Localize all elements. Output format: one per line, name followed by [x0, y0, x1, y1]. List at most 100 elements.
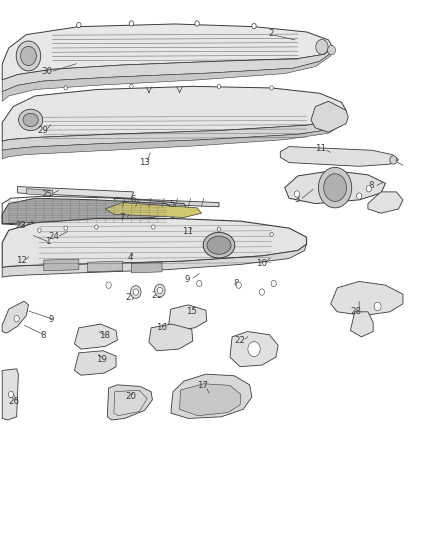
Text: 16: 16: [155, 323, 167, 332]
Circle shape: [133, 289, 138, 295]
PathPatch shape: [280, 147, 399, 166]
Text: 9: 9: [49, 315, 54, 324]
PathPatch shape: [2, 301, 28, 333]
PathPatch shape: [18, 187, 134, 198]
Circle shape: [318, 167, 352, 208]
Circle shape: [374, 302, 381, 311]
Text: 25: 25: [42, 190, 53, 198]
Circle shape: [316, 39, 328, 54]
PathPatch shape: [368, 192, 403, 213]
Circle shape: [130, 84, 133, 88]
PathPatch shape: [2, 117, 346, 159]
Text: 12: 12: [15, 256, 27, 264]
Text: 7: 7: [119, 213, 124, 222]
Circle shape: [217, 84, 221, 88]
PathPatch shape: [171, 374, 252, 418]
PathPatch shape: [107, 385, 152, 420]
Circle shape: [357, 193, 362, 199]
Circle shape: [64, 226, 67, 230]
Text: 19: 19: [96, 355, 107, 364]
PathPatch shape: [311, 101, 348, 132]
Text: 4: 4: [128, 254, 133, 262]
PathPatch shape: [105, 203, 201, 217]
PathPatch shape: [88, 261, 123, 272]
PathPatch shape: [2, 244, 307, 277]
PathPatch shape: [2, 369, 18, 420]
Circle shape: [155, 284, 165, 297]
Text: 29: 29: [38, 126, 48, 134]
Circle shape: [8, 391, 14, 398]
PathPatch shape: [2, 48, 333, 92]
Text: 9: 9: [185, 275, 190, 284]
Text: 22: 22: [234, 336, 246, 345]
Text: 18: 18: [99, 331, 110, 340]
Circle shape: [270, 86, 273, 90]
Text: 27: 27: [125, 294, 136, 302]
Circle shape: [248, 342, 260, 357]
Text: 10: 10: [256, 259, 268, 268]
PathPatch shape: [149, 324, 193, 351]
Ellipse shape: [203, 232, 235, 258]
Text: 20: 20: [125, 392, 136, 401]
Text: 30: 30: [42, 67, 53, 76]
PathPatch shape: [44, 259, 79, 271]
PathPatch shape: [2, 86, 346, 141]
PathPatch shape: [74, 324, 117, 349]
Text: 5: 5: [169, 200, 174, 209]
PathPatch shape: [114, 198, 219, 207]
Circle shape: [252, 23, 256, 29]
PathPatch shape: [131, 262, 162, 273]
Text: 2: 2: [269, 29, 274, 38]
Circle shape: [270, 232, 273, 237]
PathPatch shape: [180, 384, 241, 416]
Circle shape: [77, 22, 81, 28]
Text: 13: 13: [139, 158, 150, 166]
PathPatch shape: [2, 219, 307, 268]
Text: 1: 1: [45, 238, 50, 246]
PathPatch shape: [26, 189, 53, 196]
Circle shape: [14, 316, 19, 322]
Circle shape: [95, 225, 98, 229]
PathPatch shape: [230, 332, 278, 367]
PathPatch shape: [2, 115, 346, 150]
PathPatch shape: [331, 281, 403, 316]
Circle shape: [21, 46, 36, 66]
PathPatch shape: [350, 312, 373, 337]
Ellipse shape: [23, 114, 39, 127]
PathPatch shape: [74, 351, 116, 375]
Text: 21: 21: [151, 291, 162, 300]
Circle shape: [129, 21, 134, 26]
Ellipse shape: [18, 109, 43, 131]
PathPatch shape: [169, 305, 207, 330]
Text: 8: 8: [369, 181, 374, 190]
Ellipse shape: [207, 236, 231, 254]
Circle shape: [64, 86, 67, 90]
Text: 23: 23: [15, 222, 27, 230]
PathPatch shape: [285, 171, 385, 204]
Circle shape: [197, 280, 202, 287]
Circle shape: [366, 185, 371, 192]
Circle shape: [328, 45, 336, 55]
Circle shape: [131, 286, 141, 298]
Circle shape: [38, 228, 41, 232]
Text: 15: 15: [186, 307, 198, 316]
Text: 11: 11: [182, 227, 193, 236]
Text: 17: 17: [197, 382, 208, 390]
Text: 26: 26: [8, 398, 20, 406]
Text: 6: 6: [131, 195, 136, 204]
Circle shape: [217, 227, 221, 231]
Circle shape: [294, 191, 300, 197]
Text: 3: 3: [294, 195, 300, 204]
PathPatch shape: [2, 198, 175, 224]
Text: 28: 28: [350, 307, 361, 316]
PathPatch shape: [2, 48, 333, 101]
PathPatch shape: [2, 24, 333, 80]
Circle shape: [195, 21, 199, 26]
Circle shape: [259, 289, 265, 295]
Circle shape: [271, 280, 276, 287]
Circle shape: [16, 41, 41, 71]
Circle shape: [157, 287, 162, 294]
Text: 11: 11: [315, 144, 326, 153]
Circle shape: [106, 282, 111, 288]
Circle shape: [152, 225, 155, 229]
